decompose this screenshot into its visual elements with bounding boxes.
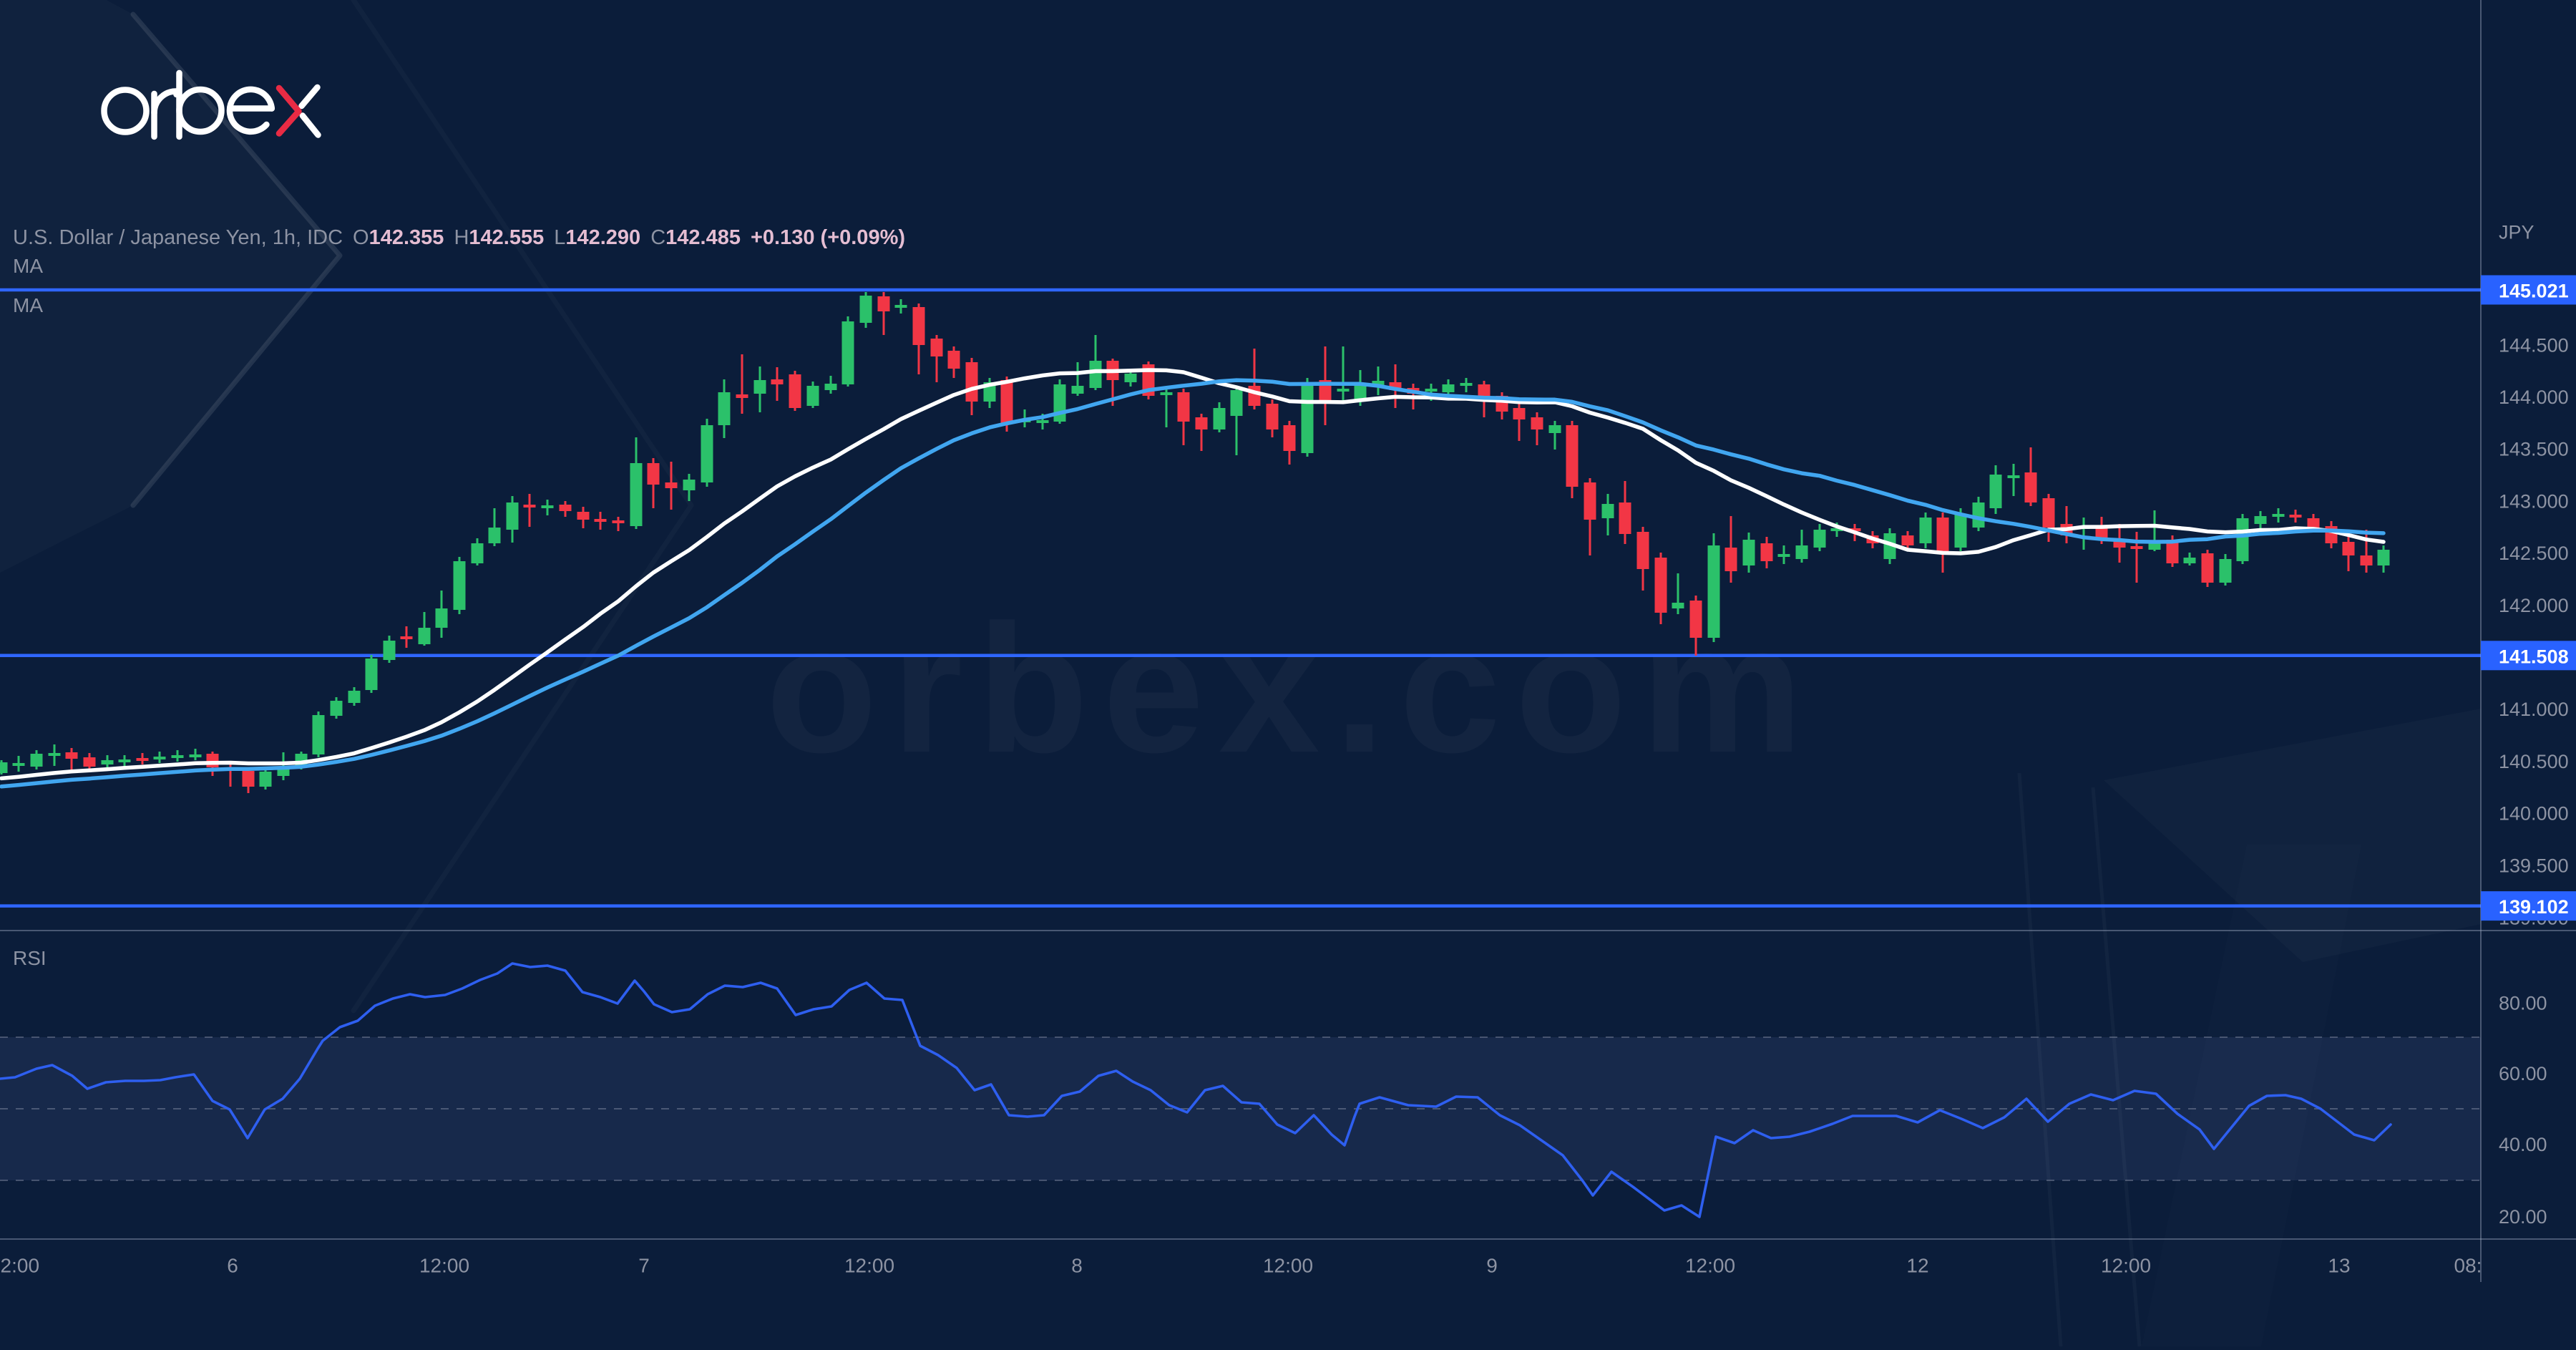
svg-text:139.500: 139.500 [2499,855,2569,876]
svg-text:12:00: 12:00 [0,1255,39,1277]
svg-text:12:00: 12:00 [1263,1255,1313,1277]
svg-text:orbex.com: orbex.com [766,587,1818,791]
svg-text:MA: MA [13,255,43,277]
svg-text:12:00: 12:00 [844,1255,894,1277]
svg-text:40.00: 40.00 [2499,1134,2547,1155]
svg-text:140.500: 140.500 [2499,751,2569,772]
svg-text:144.000: 144.000 [2499,387,2569,408]
svg-text:143.500: 143.500 [2499,439,2569,460]
svg-text:MA: MA [13,294,43,316]
svg-text:141.000: 141.000 [2499,699,2569,720]
svg-text:7: 7 [638,1255,650,1277]
svg-text:142.500: 142.500 [2499,543,2569,564]
svg-text:80.00: 80.00 [2499,993,2547,1014]
svg-text:12:00: 12:00 [419,1255,469,1277]
svg-text:60.00: 60.00 [2499,1063,2547,1084]
svg-text:12: 12 [1906,1255,1928,1277]
svg-text:08:: 08: [2454,1255,2482,1277]
svg-text:U.S. Dollar / Japanese Yen, 1h: U.S. Dollar / Japanese Yen, 1h, IDC O142.… [13,226,905,249]
svg-text:142.000: 142.000 [2499,595,2569,616]
svg-text:6: 6 [227,1255,238,1277]
svg-text:JPY: JPY [2499,222,2534,243]
svg-text:140.000: 140.000 [2499,803,2569,825]
svg-text:12:00: 12:00 [2101,1255,2151,1277]
svg-text:141.508: 141.508 [2499,646,2569,667]
svg-text:144.500: 144.500 [2499,334,2569,356]
svg-text:139.102: 139.102 [2499,896,2569,918]
svg-text:13: 13 [2328,1255,2350,1277]
svg-text:9: 9 [1486,1255,1498,1277]
svg-text:12:00: 12:00 [1685,1255,1735,1277]
svg-text:8: 8 [1071,1255,1083,1277]
svg-text:20.00: 20.00 [2499,1206,2547,1228]
svg-text:RSI: RSI [13,947,47,969]
svg-text:145.021: 145.021 [2499,281,2569,302]
svg-text:143.000: 143.000 [2499,490,2569,512]
